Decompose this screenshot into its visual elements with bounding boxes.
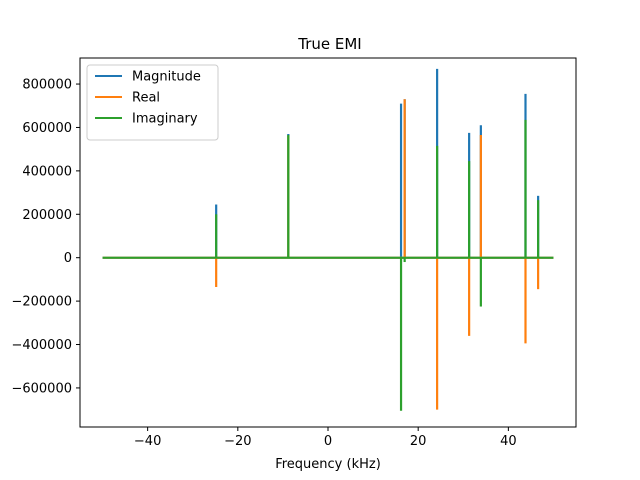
axes: −40 −20 0 20 40 −600000 −400000 −200000 0 200000 4… (11, 78, 516, 449)
y-tick-label: 0 (64, 251, 72, 266)
x-tick-label: −40 (134, 434, 161, 449)
x-tick-label: 40 (500, 434, 517, 449)
y-tick-label: −600000 (11, 381, 72, 396)
legend-label: Real (132, 91, 160, 106)
x-axis-label: Frequency (kHz) (275, 457, 381, 472)
y-tick-label: 800000 (22, 78, 72, 93)
plot-area (102, 68, 554, 411)
x-tick-label: 20 (410, 434, 427, 449)
y-tick-label: 200000 (22, 208, 72, 223)
legend-box (86, 64, 219, 141)
y-tick-label: 400000 (22, 164, 72, 179)
legend: Magnitude Real Imaginary (86, 64, 219, 141)
chart-title: True EMI (297, 35, 361, 53)
y-tick-label: −400000 (11, 338, 72, 353)
x-tick-label: −20 (224, 434, 251, 449)
y-tick-label: −200000 (11, 295, 72, 310)
legend-label: Imaginary (132, 112, 198, 127)
legend-label: Magnitude (132, 70, 201, 85)
x-tick-label: 0 (324, 434, 332, 449)
series-imaginary (102, 119, 554, 411)
y-tick-label: 600000 (22, 121, 72, 136)
